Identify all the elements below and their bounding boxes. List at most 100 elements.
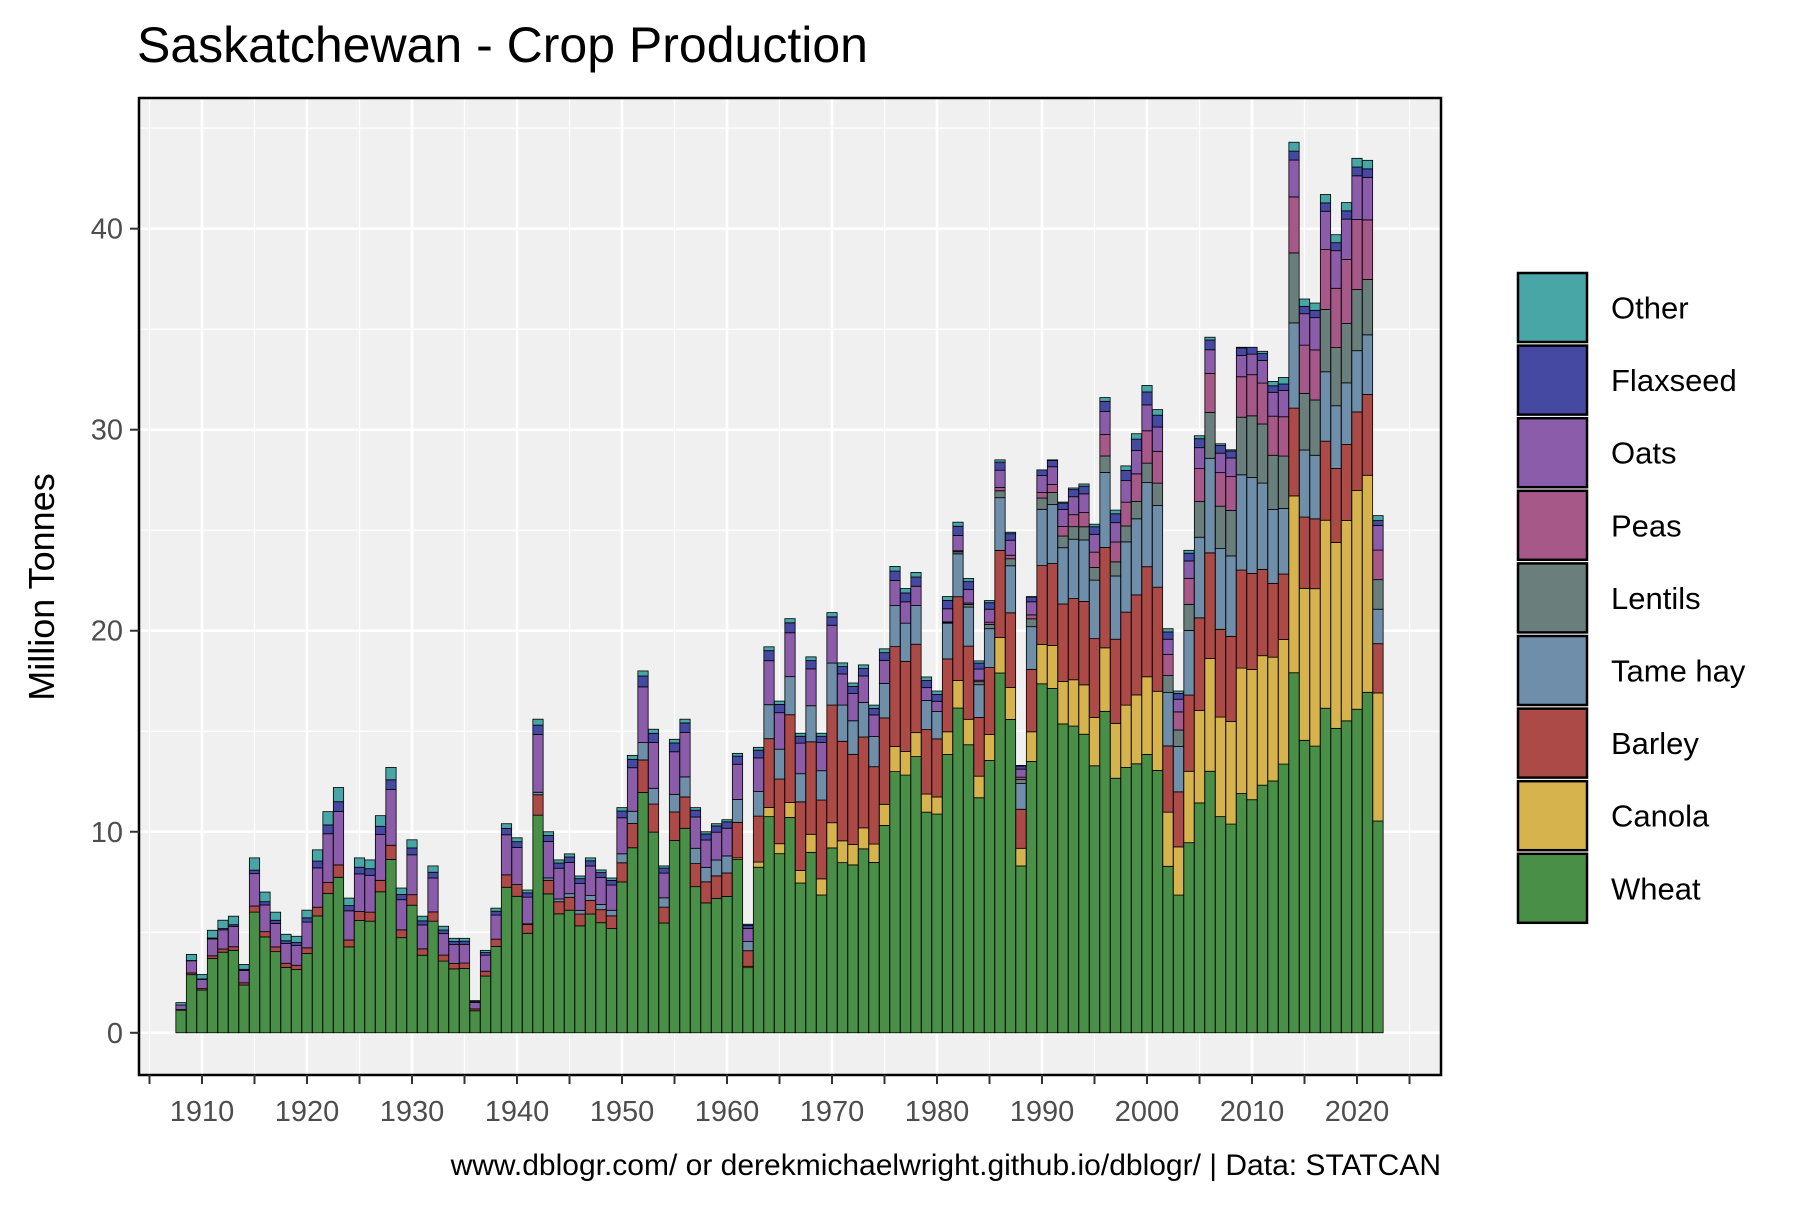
bar-flaxseed-1997 [1110,514,1120,523]
bar-wheat-1972 [848,865,858,1033]
bar-barley-2006 [1205,553,1215,659]
bar-canola-1964 [764,807,774,816]
bar-tame-hay-1978 [911,606,921,645]
bar-oats-1997 [1110,523,1120,542]
bar-peas-2012 [1268,416,1278,455]
bar-stack-1919 [291,936,301,1032]
bar-stack-1913 [228,916,238,1033]
bar-flaxseed-1973 [858,669,868,676]
bar-wheat-1928 [386,859,396,1032]
bar-stack-1983 [963,578,973,1032]
bar-canola-1976 [890,746,900,771]
bar-flaxseed-1927 [375,826,385,834]
bar-canola-1965 [774,844,784,854]
bar-barley-2018 [1331,468,1341,542]
bar-peas-2002 [1163,655,1173,676]
bar-other-1971 [837,663,847,667]
legend-swatch [1518,636,1587,705]
bar-barley-1927 [375,880,385,891]
bar-oats-1936 [470,1003,480,1009]
x-tick-label: 2000 [1115,1096,1180,1128]
bar-tame-hay-2022 [1373,609,1383,643]
bar-wheat-1994 [1079,734,1089,1033]
bar-other-1915 [249,858,259,870]
bar-tame-hay-1974 [869,737,879,767]
bar-barley-1921 [312,907,322,916]
bar-oats-1979 [921,688,931,701]
bar-oats-2004 [1184,561,1194,578]
bar-tame-hay-1965 [774,749,784,779]
bar-barley-1977 [900,661,910,751]
bar-stack-2020 [1352,158,1362,1032]
bar-flaxseed-2002 [1163,632,1173,639]
bar-oats-1911 [207,939,217,956]
bar-wheat-1992 [1058,724,1068,1033]
bar-peas-2006 [1205,373,1215,412]
bar-canola-1995 [1089,717,1099,765]
bar-other-1967 [795,733,805,736]
bar-canola-2003 [1173,847,1183,895]
bar-lentils-2007 [1215,506,1225,548]
bar-wheat-1926 [365,921,375,1033]
bar-wheat-1932 [428,921,438,1033]
bar-other-1937 [480,950,490,952]
bar-tame-hay-2019 [1341,383,1351,445]
bar-tame-hay-2013 [1278,509,1288,575]
bar-wheat-1951 [627,848,637,1033]
bar-oats-1988 [1016,769,1026,777]
bar-flaxseed-1916 [260,902,270,905]
bar-tame-hay-1977 [900,623,910,661]
bar-lentils-2005 [1194,501,1204,537]
bar-tame-hay-1996 [1100,472,1110,547]
bar-barley-1964 [764,739,774,808]
bar-flaxseed-1989 [1026,597,1036,602]
bar-tame-hay-2011 [1257,483,1267,569]
bar-oats-1956 [680,732,690,777]
bar-oats-1950 [617,818,627,854]
bar-tame-hay-1960 [722,856,732,873]
bar-oats-1932 [428,878,438,912]
bar-wheat-1998 [1121,767,1131,1032]
bar-flaxseed-1987 [1005,534,1015,541]
bar-wheat-2007 [1215,817,1225,1033]
bar-stack-1915 [249,858,259,1033]
bar-barley-1928 [386,845,396,859]
bar-stack-1938 [491,908,501,1033]
bar-tame-hay-1970 [827,663,837,705]
bar-other-1996 [1100,398,1110,402]
bar-flaxseed-1978 [911,577,921,586]
bar-peas-2014 [1289,197,1299,253]
bar-barley-1930 [407,895,417,906]
bar-wheat-1927 [375,892,385,1033]
bar-stack-1963 [753,747,763,1032]
bar-oats-1996 [1100,412,1110,435]
bar-stack-1965 [774,701,784,1033]
bar-stack-1977 [900,589,910,1033]
bar-flaxseed-2003 [1173,693,1183,699]
bar-canola-2008 [1226,721,1236,824]
bar-stack-1969 [816,733,826,1033]
bar-stack-2014 [1289,142,1299,1033]
bar-other-1932 [428,866,438,872]
bar-barley-1912 [218,949,228,952]
bar-other-1930 [407,840,417,848]
bar-other-1947 [585,858,595,861]
bar-oats-1949 [606,885,616,910]
bar-peas-2000 [1142,431,1152,463]
bar-flaxseed-1988 [1016,766,1026,769]
bar-stack-2019 [1341,203,1351,1033]
bar-tame-hay-1948 [596,904,606,909]
bar-flaxseed-1958 [701,834,711,840]
bar-other-1964 [764,647,774,651]
bar-stack-1975 [879,649,889,1033]
bar-tame-hay-1991 [1047,505,1057,564]
bar-flaxseed-1995 [1089,527,1099,535]
bar-barley-1945 [564,897,574,910]
bar-oats-1976 [890,580,900,605]
bar-canola-1968 [806,834,816,852]
bar-oats-2008 [1226,458,1236,477]
bar-barley-1960 [722,873,732,896]
bar-stack-1934 [449,938,459,1032]
bar-peas-2010 [1247,375,1257,416]
bar-flaxseed-1966 [785,623,795,633]
